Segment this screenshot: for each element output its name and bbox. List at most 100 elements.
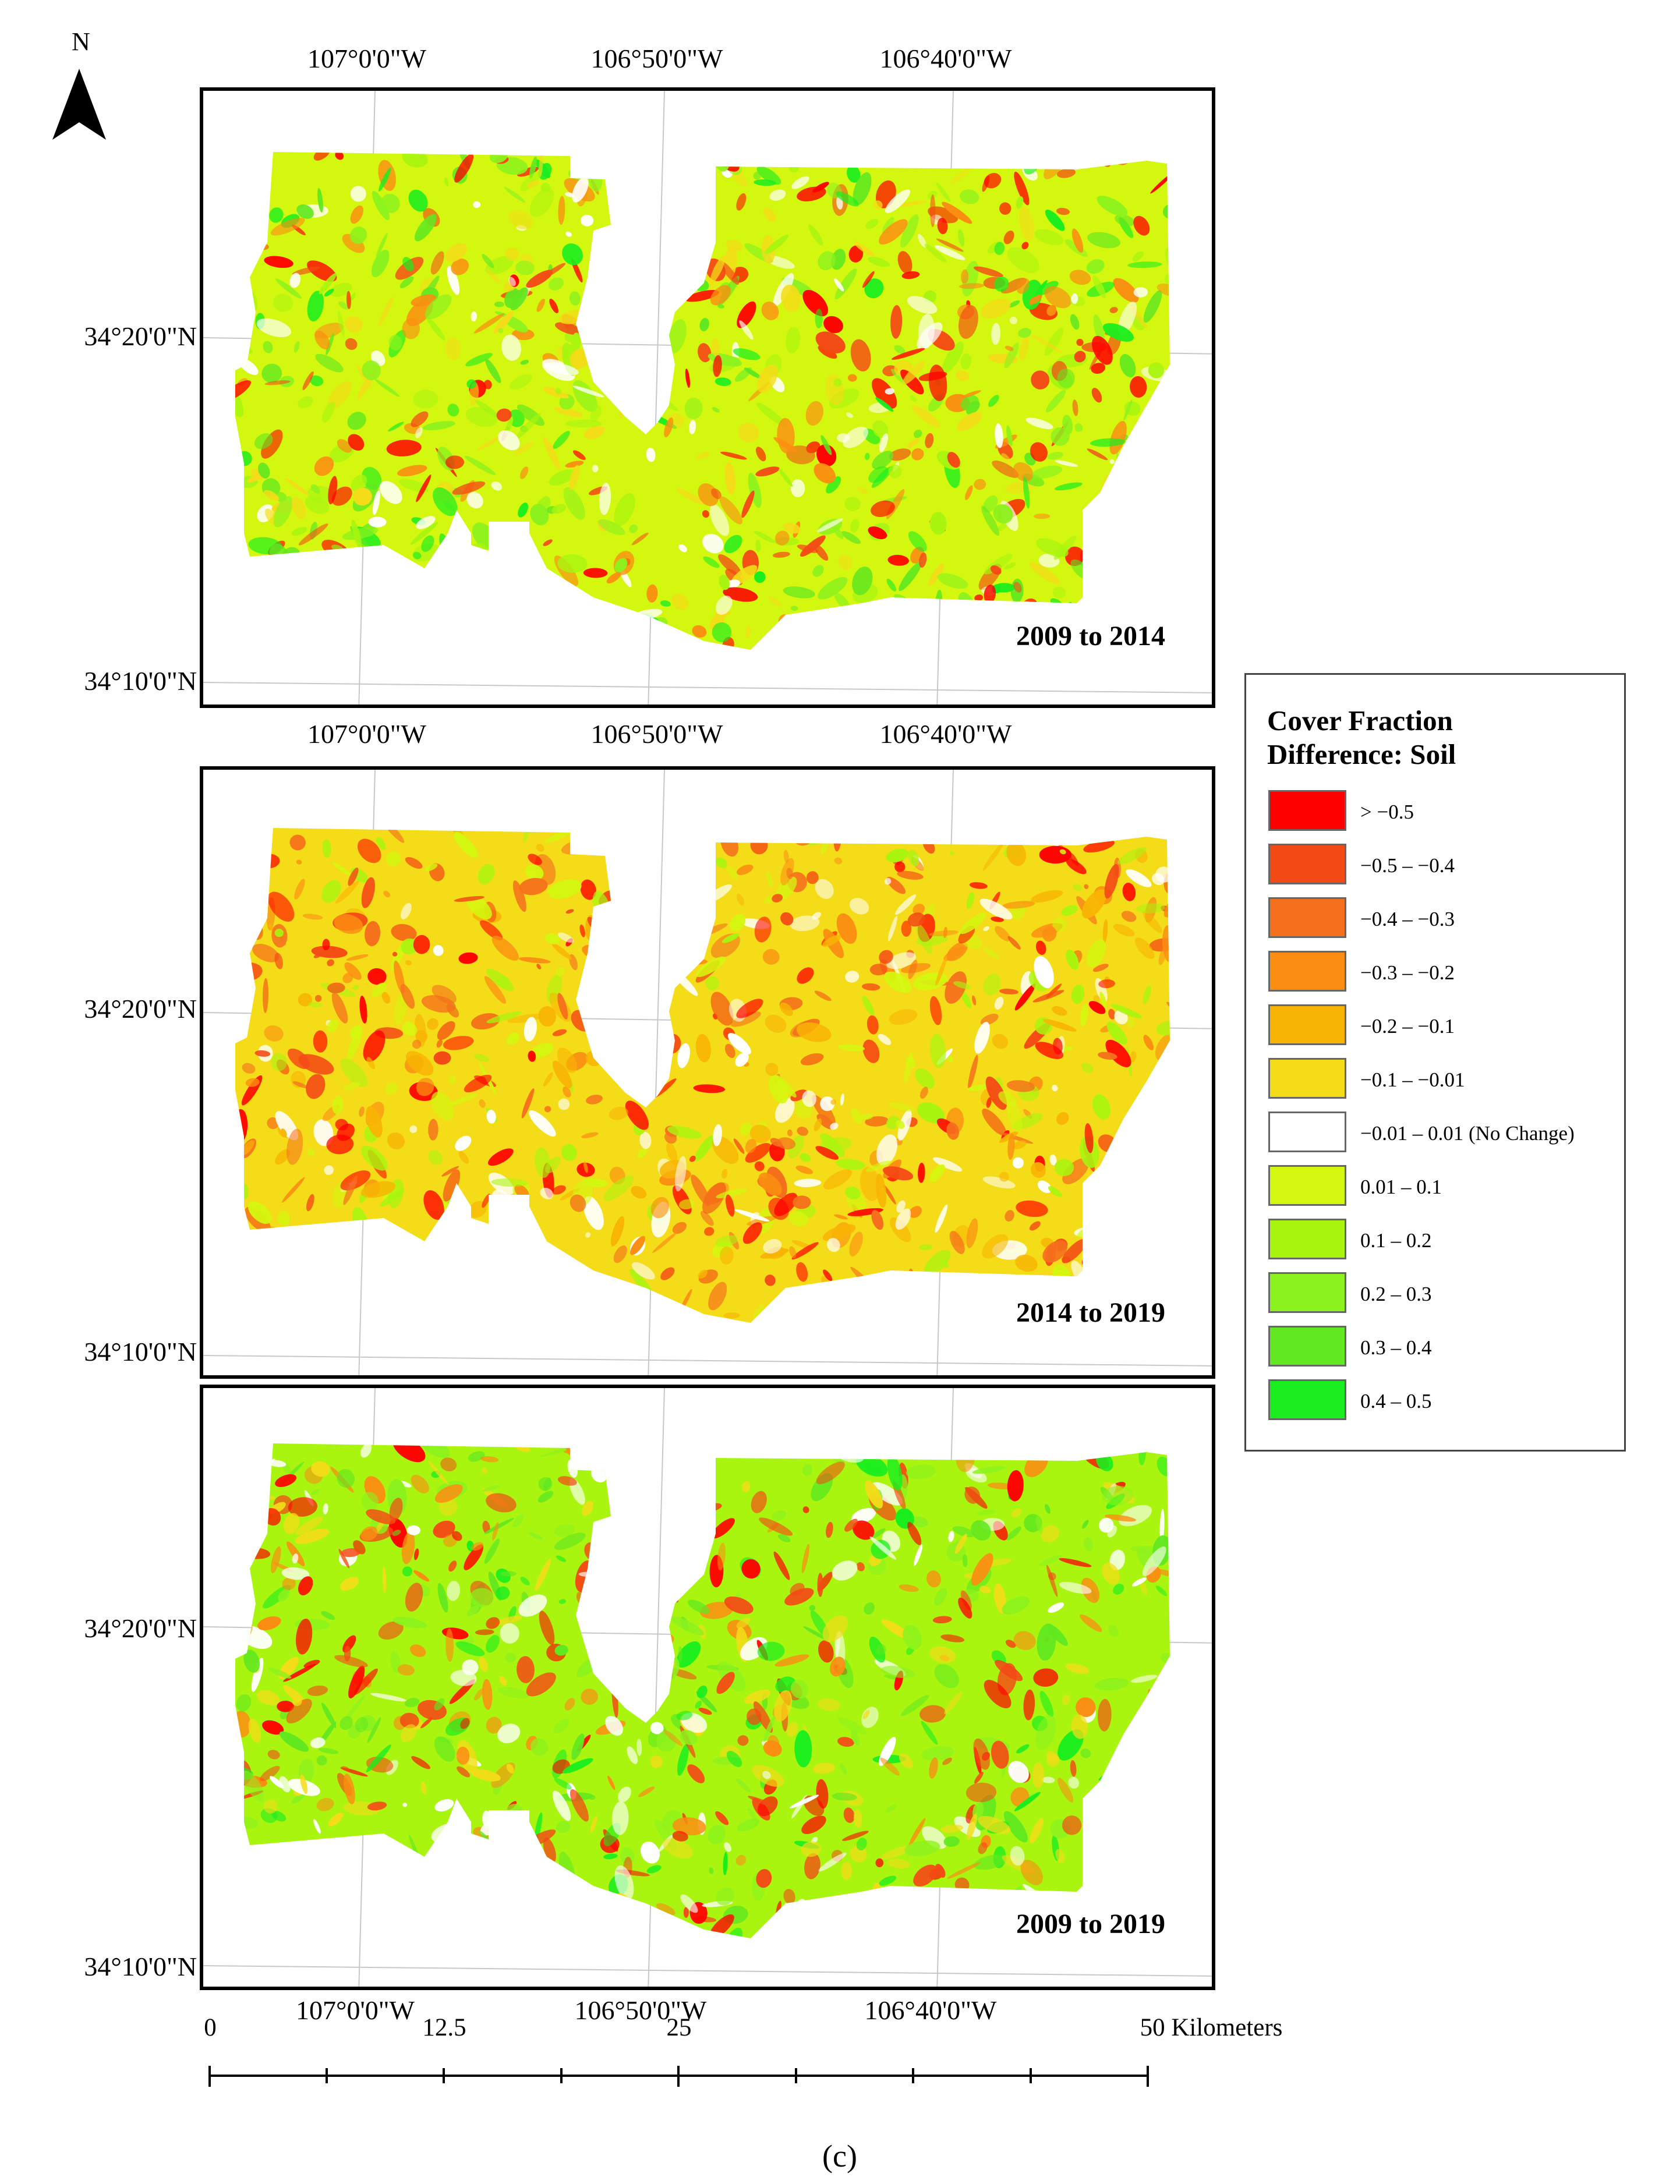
change-patch	[489, 1928, 511, 1938]
change-patch	[932, 1616, 952, 1624]
change-patch	[629, 1573, 643, 1588]
change-patch	[992, 460, 1019, 478]
change-patch	[544, 1106, 551, 1113]
change-patch	[1117, 847, 1147, 865]
change-patch	[762, 948, 780, 965]
change-patch	[911, 1516, 928, 1528]
change-patch	[558, 1098, 570, 1110]
change-patch	[266, 1246, 284, 1275]
change-patch	[838, 554, 853, 570]
change-patch	[1127, 261, 1162, 268]
change-patch	[716, 1672, 735, 1694]
change-patch	[1009, 316, 1017, 324]
change-patch	[1122, 883, 1136, 901]
change-patch	[972, 1466, 1006, 1474]
change-patch	[565, 909, 574, 914]
change-patch	[936, 182, 951, 202]
change-patch	[654, 1461, 674, 1467]
change-patch	[1139, 518, 1156, 550]
change-patch	[886, 1116, 900, 1130]
change-patch	[650, 1443, 666, 1455]
change-patch	[405, 1583, 423, 1612]
change-patch	[352, 985, 359, 991]
change-patch	[1123, 1753, 1136, 1782]
change-patch	[464, 1910, 473, 1918]
change-patch	[772, 551, 790, 558]
change-patch	[914, 1544, 923, 1566]
change-patch	[235, 1918, 239, 1927]
change-patch	[849, 898, 869, 915]
change-patch	[818, 1294, 830, 1309]
change-patch	[817, 1573, 823, 1597]
change-patch	[850, 339, 871, 372]
change-patch	[765, 1014, 787, 1033]
change-patch	[989, 1920, 1002, 1929]
change-patch	[673, 857, 705, 865]
change-patch	[868, 1311, 892, 1323]
change-patch	[484, 1884, 496, 1913]
legend-label: > −0.5	[1360, 801, 1414, 823]
change-patch	[834, 278, 844, 292]
change-patch	[554, 1524, 575, 1537]
change-patch	[400, 1724, 417, 1742]
change-patch	[621, 1582, 648, 1594]
change-patch	[409, 1644, 426, 1657]
change-patch	[770, 1138, 783, 1147]
change-patch	[1149, 1793, 1165, 1804]
change-patch	[660, 600, 671, 607]
change-patch	[292, 1553, 299, 1564]
change-patch	[1136, 903, 1165, 914]
change-patch	[515, 413, 542, 440]
change-patch	[482, 1485, 500, 1492]
change-patch	[342, 527, 379, 540]
change-patch	[775, 1676, 796, 1693]
change-patch	[1105, 1514, 1136, 1522]
change-patch	[518, 502, 528, 518]
change-patch	[790, 1794, 819, 1808]
change-patch	[464, 1301, 486, 1323]
change-patch	[363, 628, 385, 650]
change-patch	[543, 436, 560, 470]
change-patch	[748, 1796, 777, 1808]
change-patch	[650, 1553, 667, 1562]
legend-title-line1: Cover Fraction	[1267, 705, 1453, 737]
change-patch	[823, 316, 843, 334]
change-patch	[642, 828, 677, 832]
change-patch	[486, 1716, 502, 1734]
change-patch	[583, 1161, 588, 1173]
change-patch	[1056, 168, 1076, 178]
map-canvas-2009-2019	[203, 1388, 1212, 1987]
change-patch	[903, 1624, 922, 1650]
change-patch	[1039, 1555, 1062, 1566]
change-patch	[1108, 1008, 1116, 1020]
change-patch	[1034, 229, 1064, 246]
change-patch	[1115, 214, 1135, 226]
change-patch	[513, 1230, 518, 1236]
change-patch	[361, 1145, 388, 1171]
change-patch	[455, 1898, 484, 1916]
change-patch	[569, 465, 580, 490]
change-patch	[764, 895, 774, 904]
change-patch	[1053, 1038, 1063, 1055]
change-patch	[264, 380, 291, 385]
change-patch	[416, 475, 432, 502]
change-patch	[539, 153, 543, 178]
lon-label-107-top-p1: 107°0'0"W	[307, 44, 426, 73]
change-patch	[868, 1919, 886, 1938]
change-patch	[669, 1510, 676, 1523]
change-patch	[1112, 1827, 1121, 1836]
change-patch	[1074, 351, 1086, 363]
change-patch	[236, 1694, 252, 1712]
change-patch	[1059, 1558, 1092, 1567]
change-patch	[379, 1839, 397, 1874]
change-patch	[790, 915, 820, 932]
change-patch	[473, 313, 504, 334]
change-patch	[397, 1664, 415, 1676]
change-patch	[639, 1018, 653, 1051]
change-patch	[639, 1132, 652, 1149]
change-patch	[1073, 884, 1083, 891]
change-patch	[687, 1764, 705, 1783]
change-patch	[1001, 609, 1021, 620]
change-patch	[1030, 442, 1048, 462]
change-patch	[281, 1567, 310, 1580]
